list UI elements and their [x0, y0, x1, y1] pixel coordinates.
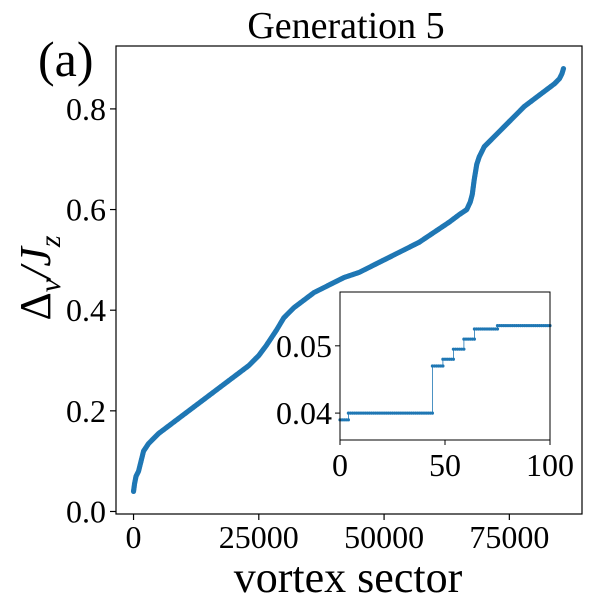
main-y-tick-label: 0.2	[66, 393, 106, 429]
inset-data-point	[430, 411, 434, 415]
main-x-tick-label: 25000	[219, 519, 299, 555]
main-x-ticks: 0 25000 50000 75000	[126, 514, 549, 555]
inset-data-point	[472, 337, 476, 341]
inset-y-tick-label: 0.05	[276, 328, 332, 364]
inset-x-ticks: 0 50 100	[332, 440, 574, 483]
inset-plot-area: 0 50 100 0.04 0.05	[276, 291, 574, 483]
main-series-points	[130, 66, 567, 494]
main-y-tick-label: 0.6	[66, 192, 106, 228]
inset-data-point	[441, 364, 445, 368]
main-data-point	[560, 66, 567, 72]
main-x-tick-label: 0	[126, 519, 142, 555]
inset-plot-frame	[339, 291, 551, 441]
inset-y-tick-label: 0.04	[276, 395, 332, 431]
main-x-axis-label: vortex sector	[234, 553, 463, 602]
inset-data-point	[451, 357, 455, 361]
inset-data-point	[495, 327, 500, 331]
inset-y-ticks: 0.04 0.05	[276, 328, 340, 431]
inset-x-tick-label: 0	[332, 447, 348, 483]
inset-series-points	[338, 324, 552, 422]
main-y-tick-label: 0.4	[66, 292, 106, 328]
main-x-tick-label: 50000	[344, 519, 424, 555]
inset-data-point	[346, 418, 350, 422]
main-y-ticks: 0.0 0.2 0.4 0.6 0.8	[66, 91, 116, 529]
main-y-tick-label: 0.8	[66, 91, 106, 127]
main-y-axis-label: Δv/Jz	[11, 235, 67, 320]
main-x-tick-label: 75000	[469, 519, 549, 555]
inset-x-tick-label: 100	[526, 447, 574, 483]
inset-background	[340, 292, 550, 440]
main-plot-area: 0 25000 50000 75000 0.0 0.2 0.4 0.6 0.8	[66, 45, 583, 555]
main-plot-frame	[115, 45, 583, 515]
inset-x-tick-label: 50	[429, 447, 461, 483]
panel-label: (a)	[38, 31, 94, 87]
inset-data-point	[462, 347, 466, 351]
main-y-tick-label: 0.0	[66, 493, 106, 529]
main-chart-title: Generation 5	[247, 5, 444, 47]
